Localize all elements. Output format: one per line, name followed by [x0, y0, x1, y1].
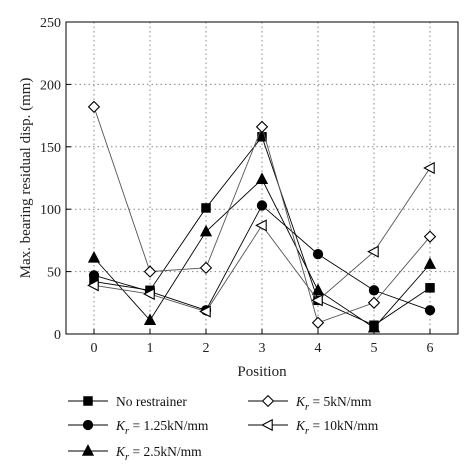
y-tick-label: 150 — [40, 141, 61, 156]
legend-item: Kr = 5kN/mm — [248, 394, 372, 413]
data-point — [255, 219, 267, 232]
data-point — [423, 161, 435, 175]
x-tick-label: 2 — [203, 341, 210, 356]
legend-marker — [261, 394, 275, 408]
legend-text: No restrainer — [116, 394, 187, 409]
y-axis-label: Max. bearing residual disp. (mm) — [18, 78, 34, 279]
legend-symbol: K — [295, 418, 306, 433]
legend-label: No restrainer — [116, 394, 187, 409]
data-point — [87, 250, 101, 263]
y-tick-label: 0 — [54, 328, 61, 343]
data-point — [311, 283, 325, 296]
data-point — [423, 257, 437, 269]
x-tick-label: 3 — [259, 341, 266, 356]
x-tick-label: 6 — [427, 341, 434, 356]
legend-label: Kr = 1.25kN/mm — [115, 418, 209, 437]
series-group — [87, 100, 437, 333]
data-point — [143, 313, 157, 326]
y-tick-label: 200 — [40, 78, 61, 93]
data-point — [143, 265, 157, 278]
data-point — [423, 230, 437, 243]
legend-label: Kr = 5kN/mm — [295, 394, 372, 413]
legend-subscript: r — [305, 426, 310, 437]
legend-item: Kr = 1.25kN/mm — [68, 418, 209, 437]
axis-ticks: 0 1 2 3 4 5 6 0 50 100 150 200 250 — [40, 16, 434, 356]
data-point — [88, 270, 100, 281]
legend-label: Kr = 2.5kN/mm — [115, 444, 202, 463]
y-tick-label: 100 — [40, 203, 61, 218]
x-tick-label: 0 — [91, 341, 98, 356]
legend-marker — [83, 396, 93, 406]
data-point — [201, 203, 211, 213]
y-tick-label: 50 — [47, 266, 61, 281]
x-tick-label: 5 — [371, 341, 378, 356]
data-point — [367, 320, 381, 333]
data-point — [143, 287, 155, 301]
legend-item: No restrainer — [68, 394, 187, 409]
legend-item: Kr = 2.5kN/mm — [68, 444, 202, 463]
data-point — [256, 200, 268, 211]
legend-marker — [261, 418, 273, 432]
legend-subscript: r — [125, 452, 130, 463]
y-tick-label: 250 — [40, 16, 61, 31]
legend-label: Kr = 10kN/mm — [295, 418, 379, 437]
data-point — [424, 305, 436, 316]
x-tick-label: 4 — [315, 341, 322, 356]
legend-marker — [81, 444, 95, 456]
legend-text: = 10kN/mm — [309, 418, 379, 433]
series-4 — [87, 100, 437, 329]
data-point — [312, 248, 324, 260]
legend-marker — [82, 419, 94, 431]
legend-symbol: K — [115, 444, 126, 459]
data-point — [311, 316, 325, 329]
legend-text: = 2.5kN/mm — [129, 444, 202, 459]
data-point — [255, 172, 269, 184]
series-5 — [87, 161, 435, 318]
data-point — [87, 100, 101, 114]
data-point — [425, 283, 435, 293]
x-tick-label: 1 — [147, 341, 154, 356]
data-point — [368, 285, 380, 296]
legend-text: = 5kN/mm — [309, 394, 372, 409]
legend-subscript: r — [305, 402, 310, 413]
data-point — [311, 294, 323, 307]
data-point — [199, 261, 213, 275]
data-point — [87, 279, 99, 292]
legend-symbol: K — [295, 394, 306, 409]
data-point — [199, 224, 213, 237]
series-3 — [87, 172, 437, 333]
legend-symbol: K — [115, 418, 126, 433]
legend-subscript: r — [125, 426, 130, 437]
data-point — [367, 296, 381, 309]
data-point — [255, 120, 269, 134]
data-point — [199, 305, 211, 318]
legend-text: = 1.25kN/mm — [129, 418, 209, 433]
data-point — [367, 245, 379, 258]
x-axis-label: Position — [237, 364, 287, 380]
legend-item: Kr = 10kN/mm — [248, 418, 379, 437]
